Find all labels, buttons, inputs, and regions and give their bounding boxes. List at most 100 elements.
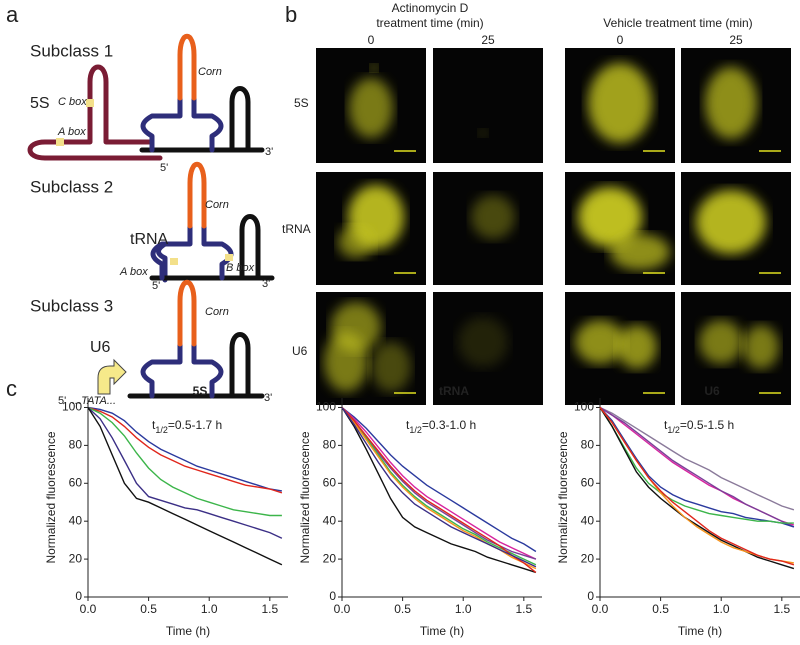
box-label: A box [57,126,86,138]
x-tick-label: 0.0 [80,602,97,616]
box-label: A box [119,266,148,278]
fluorescence [371,342,411,392]
y-tick-label: 80 [581,438,595,452]
micrograph [433,48,543,163]
rna-label: tRNA [130,231,169,248]
micrographs [316,48,791,405]
subclass-title: Subclass 1 [30,41,113,60]
fluorescence [575,320,625,364]
data-line [87,407,283,566]
end-label: 3' [265,146,273,158]
time-label: 0 [368,33,375,47]
box-mark [56,138,64,146]
annotation-text: t [406,418,410,432]
x-tick-label: 1.0 [713,602,730,616]
x-tick-label: 0.5 [394,602,411,616]
rna-5s [27,64,163,161]
fluorescence [458,317,508,367]
end-label: 5' [58,395,66,407]
x-tick-label: 1.5 [773,602,790,616]
line-chart: 0 20 40 60 80 100 0.0 0.5 1.0 1.5 U6 t1/2=0.5-1.5 h… [556,384,800,638]
y-tick-label: 80 [323,438,337,452]
y-tick-label: 20 [581,551,595,565]
y-tick-label: 60 [323,475,337,489]
subclass-2: Subclass 2 tRNA A box B box Corn 5' 3' [30,164,272,292]
x-axis-label: Time (h) [420,624,464,638]
row-label: U6 [292,344,308,358]
panel-label: c [6,376,17,401]
annotation-rest: =0.5-1.7 h [168,418,222,432]
annotation-text: t [152,418,156,432]
data-line [341,406,537,560]
x-tick-label: 1.5 [515,602,532,616]
chart-title: U6 [704,384,720,398]
data-line [87,406,282,517]
x-tick-label: 1.5 [261,602,278,616]
group-title: treatment time (min) [376,16,483,30]
aptamer-label: Corn [198,66,222,78]
chart-title: 5S [193,384,208,398]
fluorescence [370,64,378,72]
data-line [87,406,283,492]
aptamer-label: Corn [205,306,229,318]
x-tick-label: 0.5 [140,602,157,616]
subclass-3: Subclass 3 U6 Corn 5' ...TATA... 3' [30,282,272,407]
annotation: t1/2=0.5-1.5 h [664,418,734,435]
rna-label: 5S [30,95,50,112]
y-tick-label: 80 [69,438,83,452]
box-mark [86,99,94,107]
data-line [599,407,794,524]
end-label: 5' [160,162,168,174]
annotation: t1/2=0.3-1.0 h [406,418,476,435]
data-line [341,407,537,568]
data-line [599,407,795,570]
y-tick-label: 20 [323,551,337,565]
end-label: 3' [262,278,270,290]
data-line [87,406,283,539]
fluorescence [696,190,766,254]
group-title: Actinomycin D [392,1,469,15]
fluorescence [743,325,779,369]
y-tick-label: 0 [587,589,594,603]
y-axis-label: Normalized fluorescence [298,431,312,563]
x-axis-label: Time (h) [166,624,210,638]
data-line [341,407,537,573]
box-mark [170,258,178,265]
time-label: 0 [617,33,624,47]
y-tick-label: 100 [574,400,594,414]
fluorescence [578,187,642,247]
data-line [341,407,537,574]
row-label: tRNA [282,222,311,236]
annotation-rest: =0.3-1.0 h [422,418,476,432]
group-title: Vehicle treatment time (min) [603,16,752,30]
corn-scaffold [142,36,262,150]
data-line [87,406,283,494]
fluorescence [471,195,515,239]
data-line [341,406,537,553]
x-tick-label: 0.0 [592,602,609,616]
fluorescence [705,67,757,139]
end-label: 3' [264,392,272,404]
data-line [341,407,537,560]
line-chart: 0 20 40 60 80 100 0.0 0.5 1.0 1.5 5S t1/2=0.5-1.7 h… [44,384,288,638]
x-tick-label: 0.5 [652,602,669,616]
fluorescence [699,320,743,364]
box-label: B box [226,262,255,274]
y-axis-label: Normalized fluorescence [44,431,58,563]
y-tick-label: 60 [69,475,83,489]
data-line [599,406,795,528]
annotation-text: t [664,418,668,432]
fluorescence [610,234,670,270]
chart-title: tRNA [439,384,469,398]
annotation-subscript: 1/2 [409,425,422,435]
y-tick-label: 40 [581,513,595,527]
fluorescence [617,325,657,369]
y-axis-label: Normalized fluorescence [556,431,570,563]
box-mark [225,254,233,261]
y-tick-label: 40 [69,513,83,527]
panel-label: a [6,2,19,27]
y-tick-label: 0 [329,589,336,603]
x-tick-label: 0.0 [334,602,351,616]
